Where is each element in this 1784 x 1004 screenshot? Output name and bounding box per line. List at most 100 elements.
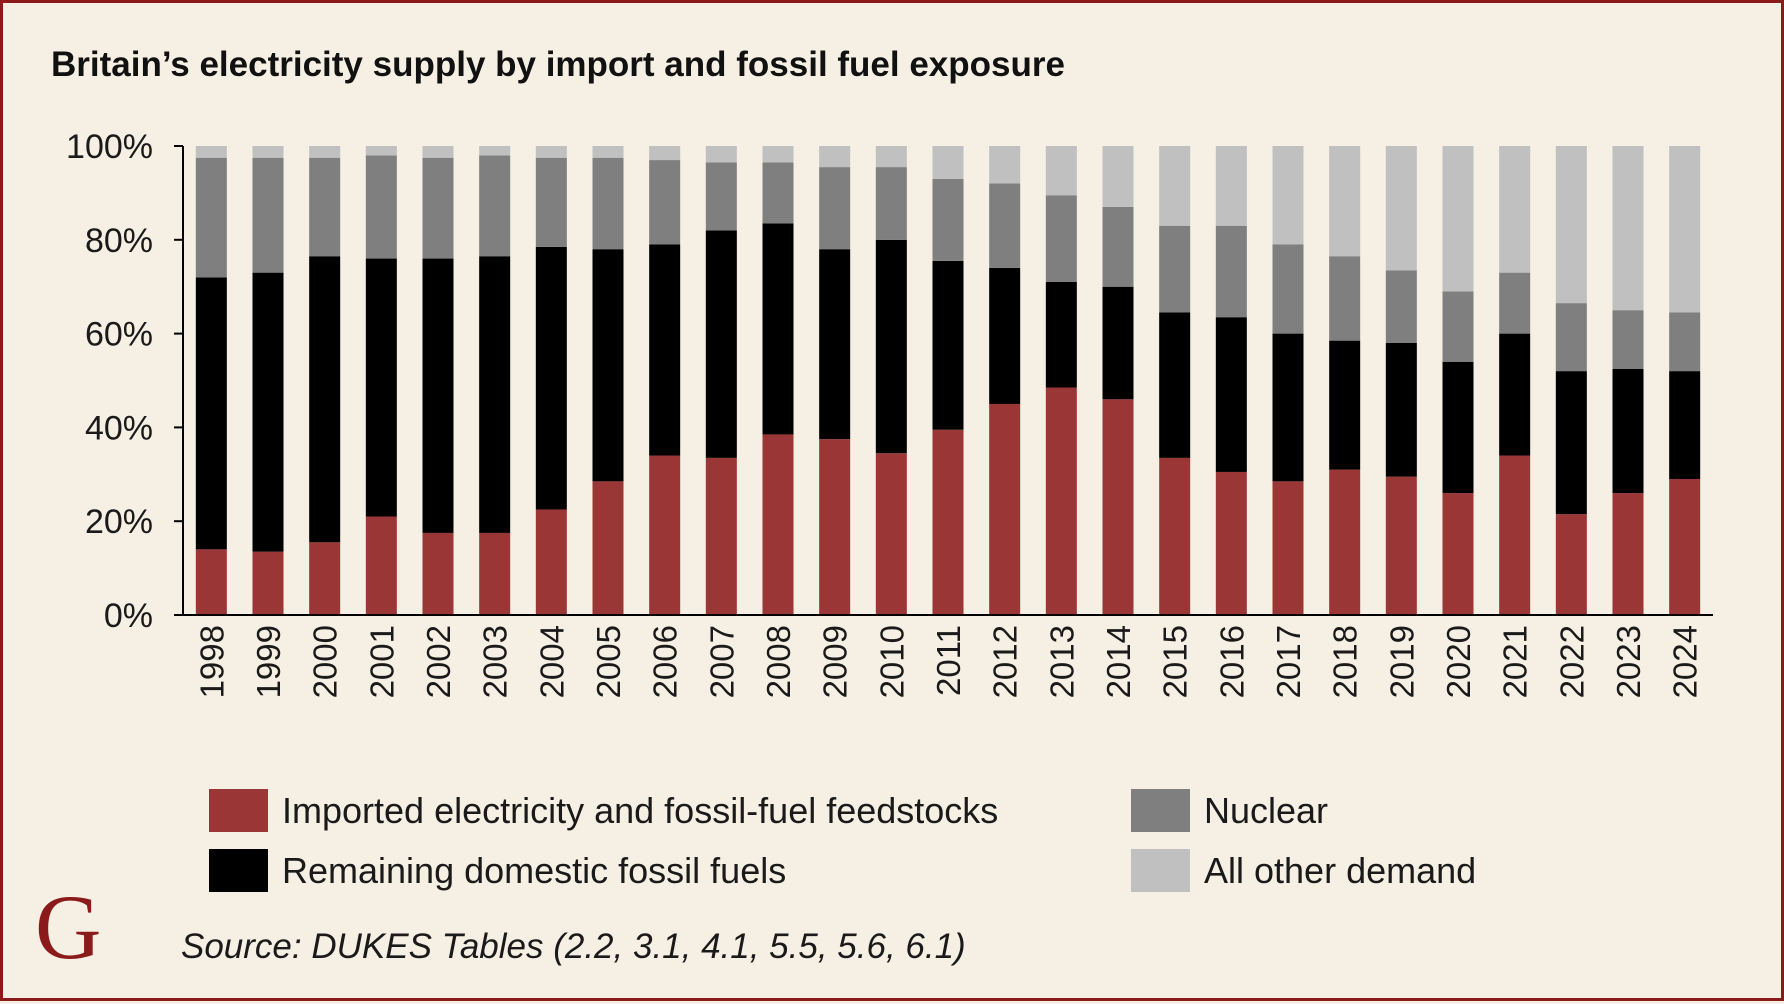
bar-segment-nuclear-2018 bbox=[1329, 256, 1360, 340]
bar-segment-domestic-2004 bbox=[536, 247, 567, 510]
x-tick-label: 2011 bbox=[930, 625, 967, 696]
bar-segment-domestic-2022 bbox=[1556, 371, 1587, 514]
bar-segment-domestic-2016 bbox=[1216, 317, 1247, 472]
bar-segment-imported-2004 bbox=[536, 509, 567, 615]
x-tick-label: 2020 bbox=[1440, 625, 1477, 698]
bar-segment-nuclear-1998 bbox=[196, 158, 227, 278]
bar-segment-domestic-2006 bbox=[649, 244, 680, 455]
bar-segment-nuclear-2017 bbox=[1273, 244, 1304, 333]
legend-swatch-imported bbox=[209, 789, 268, 832]
bar-segment-nuclear-2016 bbox=[1216, 226, 1247, 317]
bar-segment-domestic-2024 bbox=[1669, 371, 1700, 479]
x-tick-label: 2021 bbox=[1497, 625, 1534, 698]
x-tick-label: 2018 bbox=[1327, 625, 1364, 698]
x-tick-label: 2024 bbox=[1667, 625, 1704, 698]
bar-segment-other-1999 bbox=[253, 146, 284, 158]
legend-label-imported: Imported electricity and fossil-fuel fee… bbox=[282, 790, 998, 832]
x-tick-label: 2016 bbox=[1213, 625, 1250, 698]
bar-segment-nuclear-2023 bbox=[1613, 310, 1644, 369]
x-tick-label: 2017 bbox=[1270, 625, 1307, 698]
x-tick-label: 1999 bbox=[250, 625, 287, 698]
bar-segment-domestic-2008 bbox=[763, 223, 794, 434]
y-tick-label: 40% bbox=[85, 409, 153, 447]
bar-segment-domestic-2002 bbox=[423, 259, 454, 533]
bar-segment-domestic-2020 bbox=[1443, 362, 1474, 493]
legend-item-imported: Imported electricity and fossil-fuel fee… bbox=[209, 789, 998, 832]
x-tick-label: 1998 bbox=[193, 625, 230, 698]
x-tick-label: 2009 bbox=[817, 625, 854, 698]
bar-segment-domestic-2019 bbox=[1386, 343, 1417, 477]
bar-segment-domestic-1998 bbox=[196, 277, 227, 549]
bar-segment-other-2021 bbox=[1499, 146, 1530, 273]
bar-segment-imported-2003 bbox=[479, 533, 510, 615]
bar-segment-nuclear-2007 bbox=[706, 162, 737, 230]
x-tick-label: 2007 bbox=[703, 625, 740, 698]
bar-segment-other-2017 bbox=[1273, 146, 1304, 244]
x-tick-label: 2015 bbox=[1157, 625, 1194, 698]
brand-logo: G bbox=[35, 881, 101, 973]
bar-segment-other-2009 bbox=[819, 146, 850, 167]
bar-segment-nuclear-2009 bbox=[819, 167, 850, 249]
bar-segment-imported-2012 bbox=[989, 404, 1020, 615]
x-tick-label: 2005 bbox=[590, 625, 627, 698]
bar-segment-imported-2015 bbox=[1159, 458, 1190, 615]
bar-segment-other-2000 bbox=[309, 146, 340, 158]
chart-frame: Britain’s electricity supply by import a… bbox=[0, 0, 1784, 1001]
bar-segment-other-2002 bbox=[423, 146, 454, 158]
bar-segment-other-2003 bbox=[479, 146, 510, 155]
bar-segment-nuclear-2015 bbox=[1159, 226, 1190, 313]
bar-segment-other-2010 bbox=[876, 146, 907, 167]
bar-segment-imported-2017 bbox=[1273, 481, 1304, 615]
x-tick-label: 2004 bbox=[533, 625, 570, 698]
bar-segment-other-2007 bbox=[706, 146, 737, 162]
bar-segment-domestic-2018 bbox=[1329, 341, 1360, 470]
bar-segment-nuclear-2002 bbox=[423, 158, 454, 259]
bar-segment-domestic-2000 bbox=[309, 256, 340, 542]
y-tick-label: 60% bbox=[85, 316, 153, 354]
y-tick-label: 0% bbox=[104, 597, 153, 635]
bar-segment-other-2022 bbox=[1556, 146, 1587, 303]
bar-segment-domestic-2011 bbox=[933, 261, 964, 430]
bar-segment-imported-1998 bbox=[196, 549, 227, 615]
bar-segment-imported-2021 bbox=[1499, 456, 1530, 615]
bar-segment-nuclear-2006 bbox=[649, 160, 680, 244]
bar-segment-domestic-1999 bbox=[253, 273, 284, 552]
bar-segment-domestic-2015 bbox=[1159, 313, 1190, 458]
bar-segment-nuclear-2022 bbox=[1556, 303, 1587, 371]
x-tick-label: 2013 bbox=[1043, 625, 1080, 698]
bar-segment-imported-2016 bbox=[1216, 472, 1247, 615]
bar-segment-imported-2019 bbox=[1386, 477, 1417, 615]
bar-segment-domestic-2007 bbox=[706, 230, 737, 457]
bar-segment-imported-2010 bbox=[876, 453, 907, 615]
legend-label-nuclear: Nuclear bbox=[1204, 790, 1328, 832]
x-tick-label: 2008 bbox=[760, 625, 797, 698]
x-tick-label: 2022 bbox=[1553, 625, 1590, 698]
bar-segment-nuclear-2020 bbox=[1443, 291, 1474, 361]
bar-segment-imported-2009 bbox=[819, 439, 850, 615]
bar-segment-imported-2022 bbox=[1556, 514, 1587, 615]
bar-segment-domestic-2010 bbox=[876, 240, 907, 453]
y-tick-label: 80% bbox=[85, 222, 153, 260]
bar-segment-imported-2005 bbox=[593, 481, 624, 615]
x-tick-label: 2023 bbox=[1610, 625, 1647, 698]
bar-segment-domestic-2013 bbox=[1046, 282, 1077, 388]
legend-swatch-nuclear bbox=[1131, 789, 1190, 832]
x-tick-label: 2012 bbox=[987, 625, 1024, 698]
x-tick-label: 2001 bbox=[363, 625, 400, 698]
bar-segment-nuclear-2019 bbox=[1386, 270, 1417, 343]
legend-item-domestic: Remaining domestic fossil fuels bbox=[209, 849, 786, 892]
bar-segment-nuclear-2021 bbox=[1499, 273, 1530, 334]
legend-item-other: All other demand bbox=[1131, 849, 1476, 892]
bar-segment-imported-2018 bbox=[1329, 470, 1360, 615]
y-tick-label: 20% bbox=[85, 503, 153, 541]
bar-segment-domestic-2012 bbox=[989, 268, 1020, 404]
bar-segment-domestic-2017 bbox=[1273, 334, 1304, 482]
bar-segment-other-2001 bbox=[366, 146, 397, 155]
bar-segment-imported-2008 bbox=[763, 434, 794, 615]
bar-segment-other-1998 bbox=[196, 146, 227, 158]
legend-item-nuclear: Nuclear bbox=[1131, 789, 1328, 832]
x-tick-label: 2000 bbox=[307, 625, 344, 698]
bar-segment-domestic-2021 bbox=[1499, 334, 1530, 456]
bar-segment-nuclear-2003 bbox=[479, 155, 510, 256]
bar-segment-nuclear-2008 bbox=[763, 162, 794, 223]
